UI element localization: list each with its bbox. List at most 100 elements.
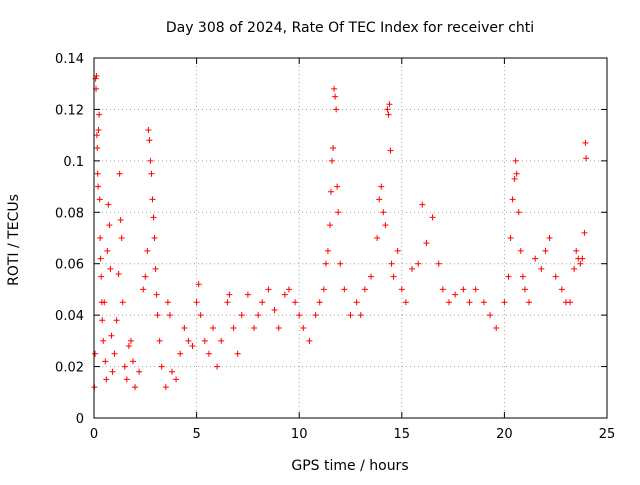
data-point [378,183,385,190]
data-point [292,299,299,306]
data-point [226,291,233,298]
data-point [312,312,319,319]
data-point [146,137,153,144]
data-point [429,214,436,221]
data-point [466,299,473,306]
data-point [573,247,580,254]
data-point [181,325,188,331]
data-point [150,214,157,221]
data-point [567,299,574,306]
data-point [151,235,158,241]
data-point [210,325,217,331]
y-tick-label: 0.1 [63,155,84,170]
data-point [512,157,519,164]
data-point [106,222,113,229]
data-point [265,286,272,293]
data-point [93,132,100,139]
data-point [94,170,101,177]
data-point [337,260,344,267]
data-point [102,358,109,365]
y-tick-label: 0.06 [55,258,84,273]
data-point [97,255,104,262]
data-point [144,247,151,254]
data-point [505,273,512,280]
data-point [115,271,122,277]
data-point [94,145,101,151]
data-point [224,299,231,306]
data-point [387,147,394,154]
data-point [415,260,422,267]
data-point [322,260,329,267]
data-point [374,235,381,241]
data-point [583,155,590,162]
data-point [193,299,200,306]
data-point [509,196,516,203]
data-point [148,170,155,177]
data-point [335,209,342,216]
x-tick-label: 25 [599,427,616,442]
data-point [244,291,251,298]
data-point [582,139,589,146]
data-point [142,273,149,280]
x-tick-label: 20 [496,427,513,442]
data-point [113,317,120,324]
data-point [97,235,104,241]
data-point [480,299,487,306]
x-axis-label: GPS time / hours [291,458,408,474]
data-point [201,337,208,344]
data-point [98,273,105,280]
data-point [100,337,107,344]
data-point [552,273,559,280]
data-point [275,325,282,331]
x-tick-label: 0 [90,427,98,442]
data-point [517,247,524,254]
data-point [285,286,292,293]
data-point [218,337,225,344]
data-point [145,127,152,133]
data-point [341,286,348,293]
data-point [472,286,479,293]
chart-title: Day 308 of 2024, Rate Of TEC Index for r… [166,20,534,36]
data-point [357,312,364,319]
data-point [331,85,338,92]
data-point [542,247,549,254]
data-point [251,325,258,331]
data-point [532,255,539,262]
data-point [214,363,221,370]
data-point [255,312,262,319]
data-point [577,260,584,267]
data-point [515,209,522,216]
data-point [158,363,165,370]
data-point [185,337,192,344]
data-point [105,201,112,208]
data-point [435,260,442,267]
data-point [316,299,323,306]
data-point [149,196,156,203]
data-point [380,209,387,216]
data-point [234,350,241,357]
data-point [521,286,528,293]
data-point [409,265,416,272]
data-point [127,337,134,344]
x-tick-label: 5 [192,427,200,442]
data-point [328,188,335,195]
data-point [99,317,106,324]
y-tick-label: 0.04 [55,309,84,324]
data-point [119,299,126,306]
data-point [117,217,124,223]
data-point [153,291,160,298]
data-point [116,170,123,177]
data-points [91,73,590,391]
data-point [140,286,147,293]
data-point [333,106,340,113]
data-point [460,286,467,293]
data-point [419,201,426,208]
plot-area-frame [93,57,608,419]
data-point [526,299,533,306]
grid-lines [94,58,607,418]
data-point [398,286,405,293]
data-point [173,376,180,383]
data-point [382,222,389,229]
data-point [189,343,196,349]
data-point [558,286,565,293]
